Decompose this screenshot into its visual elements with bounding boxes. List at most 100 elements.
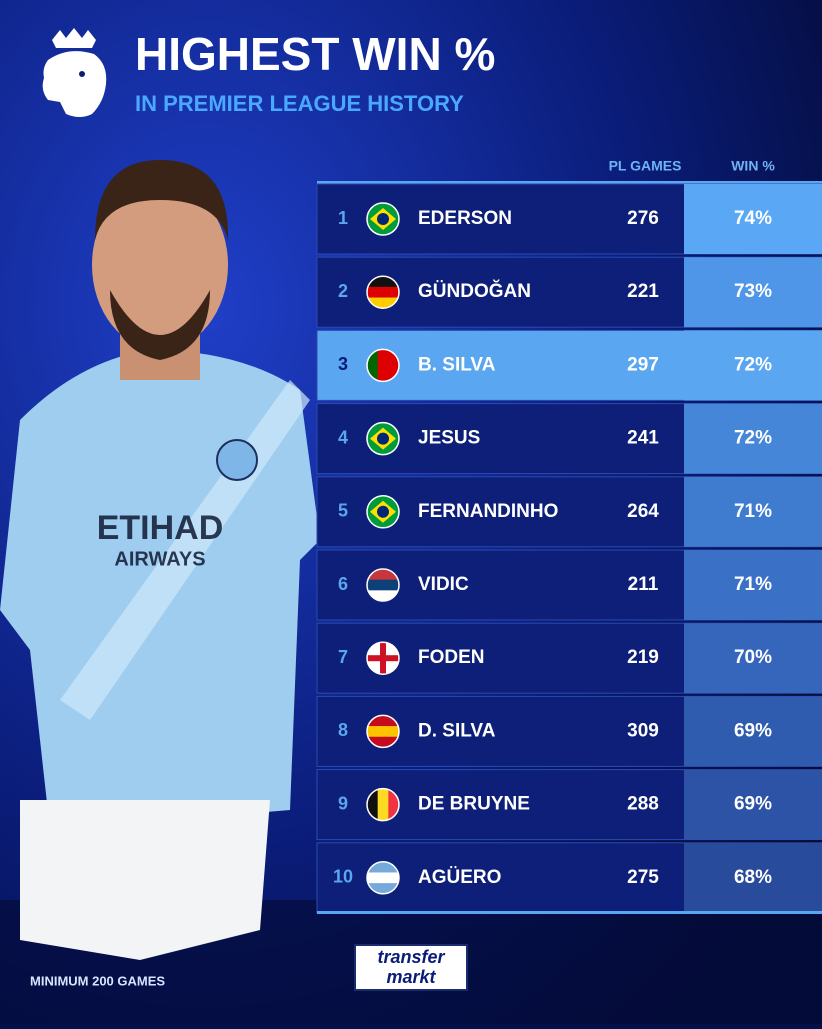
flag-part <box>367 861 399 873</box>
win-pct: 72% <box>734 354 772 375</box>
flag-part <box>367 788 379 821</box>
win-cell <box>684 476 822 547</box>
svg-text:AIRWAYS: AIRWAYS <box>114 548 205 570</box>
player-name: GÜNDOĞAN <box>418 280 531 302</box>
flag-border <box>366 641 400 675</box>
flag-part <box>367 736 399 748</box>
flag-part <box>377 432 389 445</box>
rank: 8 <box>338 720 348 740</box>
flag <box>367 642 399 675</box>
games: 297 <box>627 354 659 375</box>
win-pct: 71% <box>734 574 772 595</box>
table-row: 9 DE BRUYNE 288 69% <box>316 769 822 841</box>
flag-border <box>366 787 400 822</box>
player-name: VIDIC <box>418 574 469 595</box>
player-name: B. SILVA <box>418 354 496 375</box>
table-row: 5 FERNANDINHO 264 71% <box>316 476 822 548</box>
win-cell <box>684 184 822 254</box>
rank: 4 <box>338 427 348 447</box>
flag <box>367 349 399 382</box>
flag-border <box>366 275 400 309</box>
table-row: 10 AGÜERO 275 68% <box>316 842 822 914</box>
flag-part <box>367 726 399 738</box>
flag-part <box>377 349 389 382</box>
games: 221 <box>627 281 659 302</box>
title: HIGHEST WIN % <box>135 28 495 80</box>
flag-part <box>367 872 399 884</box>
games: 309 <box>627 720 659 741</box>
flag-border <box>366 421 400 456</box>
transfermarkt-logo: transfer markt <box>354 944 468 991</box>
flag-part <box>377 505 389 518</box>
rank: 2 <box>338 281 348 301</box>
games: 288 <box>627 794 659 815</box>
games: 219 <box>627 647 659 668</box>
rank: 6 <box>338 574 348 594</box>
flag-part <box>388 788 399 821</box>
win-cell <box>684 257 822 328</box>
win-cell <box>684 403 822 474</box>
win-pct: 73% <box>734 281 772 302</box>
win-pct: 72% <box>734 428 772 449</box>
win-pct: 69% <box>734 720 772 741</box>
player-name: D. SILVA <box>418 720 496 741</box>
flag-part <box>367 286 399 299</box>
flag-border <box>366 861 400 895</box>
player-name: DE BRUYNE <box>418 794 530 815</box>
table: PL GAMES WIN % 1 EDERSON 276 74% 2 GÜNDOĞAN 221 7… <box>316 158 822 914</box>
flag <box>367 276 399 309</box>
win-pct: 70% <box>734 647 772 668</box>
table-row: 3 B. SILVA 297 72% <box>316 329 822 401</box>
win-pct: 69% <box>734 794 772 815</box>
flag-part <box>367 276 399 288</box>
games: 264 <box>627 501 659 522</box>
rank: 5 <box>338 501 348 521</box>
footer-rule <box>317 911 822 914</box>
flag <box>367 495 399 528</box>
games: 241 <box>627 428 659 449</box>
table-row: 7 FODEN 219 70% <box>316 622 822 694</box>
rank: 1 <box>338 208 348 228</box>
table-row: 6 VIDIC 211 71% <box>316 549 822 621</box>
games: 275 <box>627 867 659 888</box>
table-row: 4 JESUS 241 72% <box>316 403 822 475</box>
win-cell <box>684 550 822 620</box>
rank: 3 <box>338 354 348 374</box>
player-name: FODEN <box>418 647 485 668</box>
flag-part <box>367 590 399 601</box>
win-cell <box>684 696 822 767</box>
win-pct: 68% <box>734 867 772 888</box>
win-pct: 71% <box>734 501 772 522</box>
player-name: FERNANDINHO <box>418 501 558 522</box>
flag-part <box>367 579 399 591</box>
flag-border <box>366 348 400 383</box>
player-figure: ETIHAD AIRWAYS <box>0 160 320 960</box>
player-name: JESUS <box>418 428 480 449</box>
table-row: 1 EDERSON 276 74% <box>316 183 822 255</box>
rank: 10 <box>333 867 353 887</box>
footnote: MINIMUM 200 GAMES <box>30 973 165 988</box>
flag-border <box>366 495 400 529</box>
win-cell <box>684 769 822 840</box>
header-rule <box>317 181 822 184</box>
games: 276 <box>627 208 659 229</box>
flag-part <box>367 349 379 382</box>
rank: 7 <box>338 647 348 667</box>
flag <box>367 788 399 821</box>
column-header: WIN % <box>731 158 775 174</box>
flag <box>367 861 399 894</box>
league-logo <box>42 28 107 117</box>
logo-line2: markt <box>386 967 436 987</box>
table-row: 2 GÜNDOĞAN 221 73% <box>316 256 822 328</box>
flag-part <box>367 297 399 309</box>
flag-part <box>377 788 389 821</box>
flag-part <box>367 715 399 727</box>
player-name: AGÜERO <box>418 867 501 888</box>
win-cell <box>684 330 822 401</box>
flag-part <box>377 213 389 225</box>
flag-part <box>388 349 399 382</box>
logo-line1: transfer <box>377 947 445 967</box>
column-header: PL GAMES <box>609 158 682 174</box>
